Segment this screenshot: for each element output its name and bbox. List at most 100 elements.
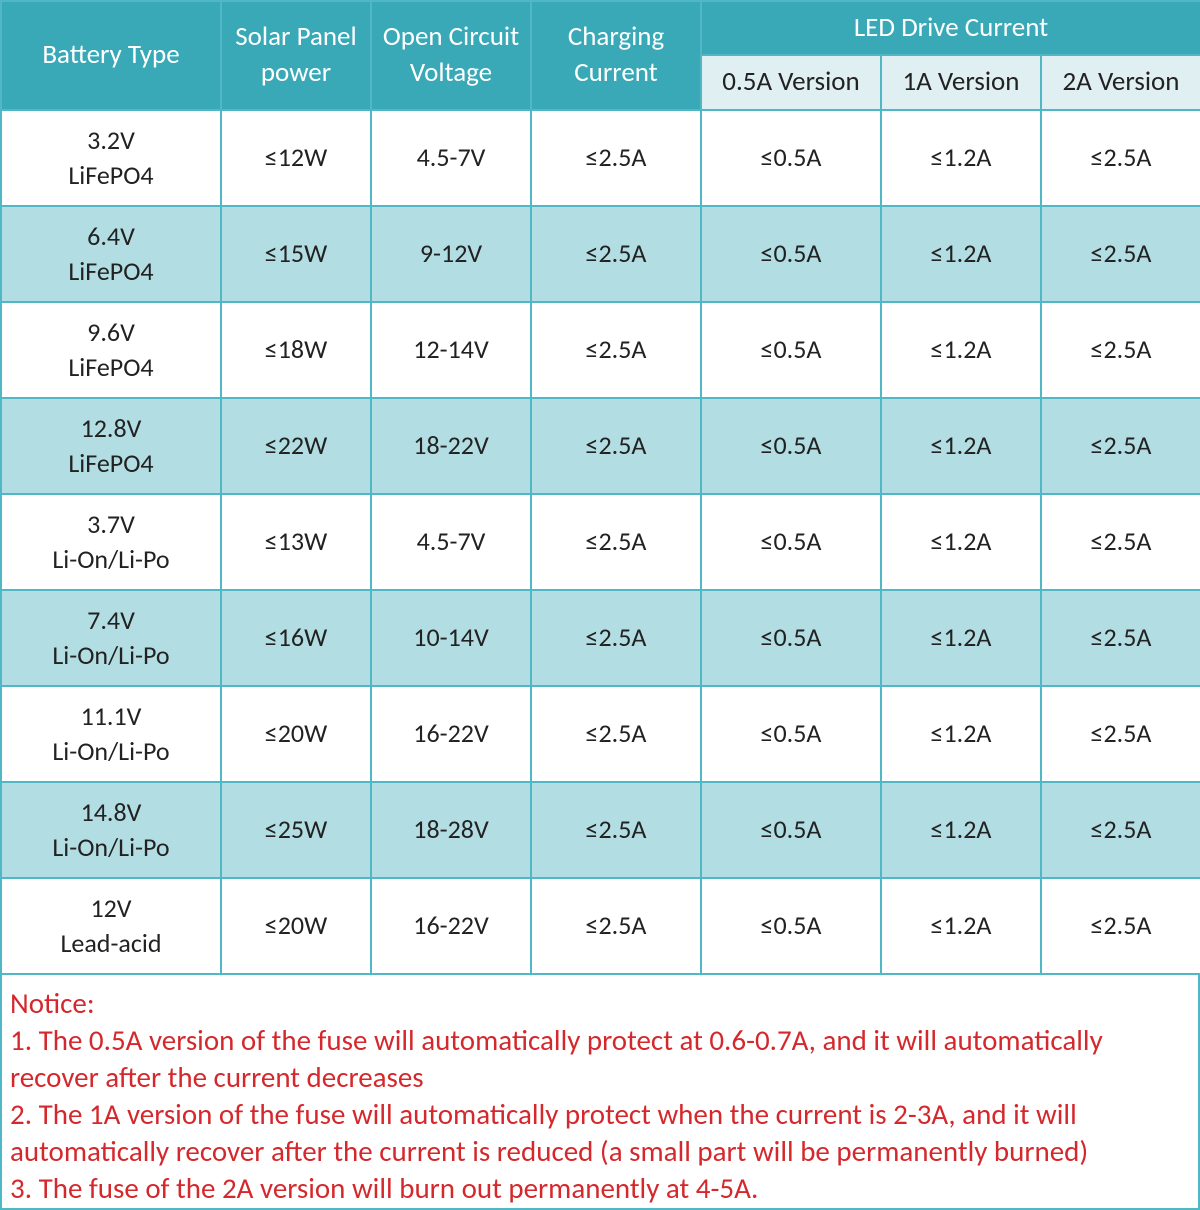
battery-chemistry: LiFePO4 — [6, 158, 216, 193]
battery-voltage: 3.7V — [6, 507, 216, 542]
cell-charging-current: ≤2.5A — [531, 206, 701, 302]
notice-line: 2. The 1A version of the fuse will autom… — [10, 1096, 1190, 1170]
cell-solar-panel-power: ≤12W — [221, 110, 371, 206]
cell-1a: ≤1.2A — [881, 686, 1041, 782]
cell-solar-panel-power: ≤20W — [221, 686, 371, 782]
cell-0-5a: ≤0.5A — [701, 110, 881, 206]
cell-open-circuit-voltage: 10-14V — [371, 590, 531, 686]
cell-solar-panel-power: ≤15W — [221, 206, 371, 302]
cell-battery-type: 7.4VLi-On/Li-Po — [1, 590, 221, 686]
cell-charging-current: ≤2.5A — [531, 302, 701, 398]
cell-0-5a: ≤0.5A — [701, 686, 881, 782]
cell-open-circuit-voltage: 9-12V — [371, 206, 531, 302]
table-row: 12VLead-acid≤20W16-22V≤2.5A≤0.5A≤1.2A≤2.… — [1, 878, 1200, 974]
col-charging-current: Charging Current — [531, 1, 701, 110]
cell-1a: ≤1.2A — [881, 110, 1041, 206]
cell-open-circuit-voltage: 12-14V — [371, 302, 531, 398]
battery-voltage: 12V — [6, 891, 216, 926]
battery-voltage: 6.4V — [6, 219, 216, 254]
battery-chemistry: Lead-acid — [6, 926, 216, 961]
table-row: 3.2VLiFePO4≤12W4.5-7V≤2.5A≤0.5A≤1.2A≤2.5… — [1, 110, 1200, 206]
cell-0-5a: ≤0.5A — [701, 782, 881, 878]
cell-battery-type: 12VLead-acid — [1, 878, 221, 974]
col-battery-type: Battery Type — [1, 1, 221, 110]
table-row: 11.1VLi-On/Li-Po≤20W16-22V≤2.5A≤0.5A≤1.2… — [1, 686, 1200, 782]
cell-2a: ≤2.5A — [1041, 686, 1200, 782]
notice-line: 1. The 0.5A version of the fuse will aut… — [10, 1022, 1190, 1096]
cell-solar-panel-power: ≤20W — [221, 878, 371, 974]
cell-battery-type: 6.4VLiFePO4 — [1, 206, 221, 302]
battery-chemistry: Li-On/Li-Po — [6, 542, 216, 577]
cell-charging-current: ≤2.5A — [531, 686, 701, 782]
cell-battery-type: 3.7VLi-On/Li-Po — [1, 494, 221, 590]
table-row: 12.8VLiFePO4≤22W18-22V≤2.5A≤0.5A≤1.2A≤2.… — [1, 398, 1200, 494]
cell-1a: ≤1.2A — [881, 782, 1041, 878]
cell-open-circuit-voltage: 18-22V — [371, 398, 531, 494]
col-2a-version: 2A Version — [1041, 55, 1200, 109]
cell-0-5a: ≤0.5A — [701, 590, 881, 686]
cell-battery-type: 9.6VLiFePO4 — [1, 302, 221, 398]
battery-voltage: 9.6V — [6, 315, 216, 350]
cell-2a: ≤2.5A — [1041, 302, 1200, 398]
cell-1a: ≤1.2A — [881, 398, 1041, 494]
battery-chemistry: Li-On/Li-Po — [6, 734, 216, 769]
battery-chemistry: Li-On/Li-Po — [6, 830, 216, 865]
cell-battery-type: 11.1VLi-On/Li-Po — [1, 686, 221, 782]
cell-charging-current: ≤2.5A — [531, 878, 701, 974]
cell-0-5a: ≤0.5A — [701, 302, 881, 398]
cell-solar-panel-power: ≤16W — [221, 590, 371, 686]
cell-open-circuit-voltage: 4.5-7V — [371, 494, 531, 590]
cell-0-5a: ≤0.5A — [701, 206, 881, 302]
cell-solar-panel-power: ≤22W — [221, 398, 371, 494]
battery-voltage: 14.8V — [6, 795, 216, 830]
cell-open-circuit-voltage: 18-28V — [371, 782, 531, 878]
spec-table: Battery Type Solar Panel power Open Circ… — [0, 0, 1200, 975]
cell-battery-type: 3.2VLiFePO4 — [1, 110, 221, 206]
battery-voltage: 7.4V — [6, 603, 216, 638]
cell-1a: ≤1.2A — [881, 206, 1041, 302]
battery-voltage: 3.2V — [6, 123, 216, 158]
cell-2a: ≤2.5A — [1041, 494, 1200, 590]
battery-voltage: 11.1V — [6, 699, 216, 734]
cell-2a: ≤2.5A — [1041, 110, 1200, 206]
table-row: 14.8VLi-On/Li-Po≤25W18-28V≤2.5A≤0.5A≤1.2… — [1, 782, 1200, 878]
cell-1a: ≤1.2A — [881, 494, 1041, 590]
battery-voltage: 12.8V — [6, 411, 216, 446]
battery-chemistry: LiFePO4 — [6, 254, 216, 289]
table-body: 3.2VLiFePO4≤12W4.5-7V≤2.5A≤0.5A≤1.2A≤2.5… — [1, 110, 1200, 974]
table-row: 9.6VLiFePO4≤18W12-14V≤2.5A≤0.5A≤1.2A≤2.5… — [1, 302, 1200, 398]
cell-charging-current: ≤2.5A — [531, 782, 701, 878]
notice-line: 3. The fuse of the 2A version will burn … — [10, 1170, 1190, 1207]
cell-2a: ≤2.5A — [1041, 782, 1200, 878]
col-led-drive-current: LED Drive Current — [701, 1, 1200, 55]
cell-battery-type: 14.8VLi-On/Li-Po — [1, 782, 221, 878]
cell-2a: ≤2.5A — [1041, 206, 1200, 302]
battery-chemistry: LiFePO4 — [6, 350, 216, 385]
cell-open-circuit-voltage: 16-22V — [371, 686, 531, 782]
col-1a-version: 1A Version — [881, 55, 1041, 109]
cell-charging-current: ≤2.5A — [531, 590, 701, 686]
cell-1a: ≤1.2A — [881, 302, 1041, 398]
table-row: 7.4VLi-On/Li-Po≤16W10-14V≤2.5A≤0.5A≤1.2A… — [1, 590, 1200, 686]
cell-1a: ≤1.2A — [881, 590, 1041, 686]
cell-battery-type: 12.8VLiFePO4 — [1, 398, 221, 494]
cell-open-circuit-voltage: 4.5-7V — [371, 110, 531, 206]
cell-0-5a: ≤0.5A — [701, 494, 881, 590]
col-solar-panel-power: Solar Panel power — [221, 1, 371, 110]
table-row: 6.4VLiFePO4≤15W9-12V≤2.5A≤0.5A≤1.2A≤2.5A — [1, 206, 1200, 302]
cell-solar-panel-power: ≤25W — [221, 782, 371, 878]
cell-open-circuit-voltage: 16-22V — [371, 878, 531, 974]
cell-2a: ≤2.5A — [1041, 398, 1200, 494]
cell-1a: ≤1.2A — [881, 878, 1041, 974]
cell-charging-current: ≤2.5A — [531, 110, 701, 206]
battery-chemistry: LiFePO4 — [6, 446, 216, 481]
cell-2a: ≤2.5A — [1041, 590, 1200, 686]
cell-charging-current: ≤2.5A — [531, 494, 701, 590]
notice-title: Notice: — [10, 985, 1190, 1022]
cell-0-5a: ≤0.5A — [701, 878, 881, 974]
cell-charging-current: ≤2.5A — [531, 398, 701, 494]
table-row: 3.7VLi-On/Li-Po≤13W4.5-7V≤2.5A≤0.5A≤1.2A… — [1, 494, 1200, 590]
notice-block: Notice: 1. The 0.5A version of the fuse … — [0, 975, 1200, 1210]
col-0-5a-version: 0.5A Version — [701, 55, 881, 109]
cell-2a: ≤2.5A — [1041, 878, 1200, 974]
